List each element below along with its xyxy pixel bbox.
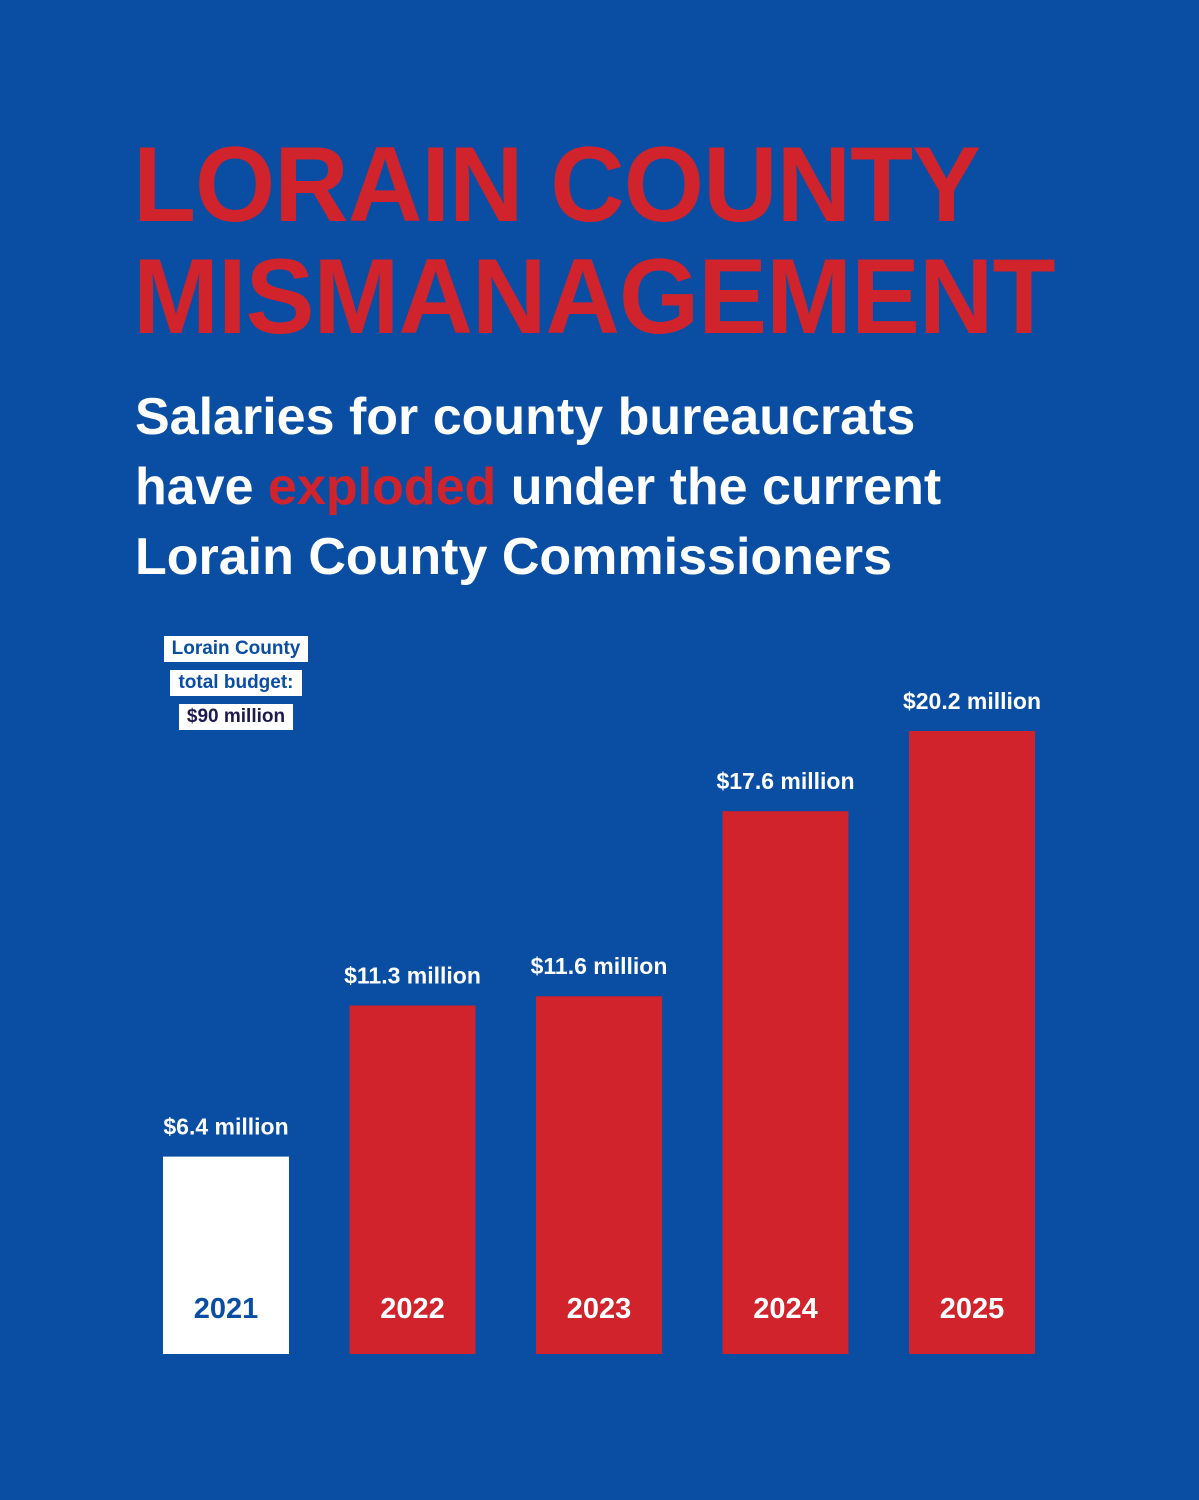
category-label-2024: 2024 xyxy=(753,1293,818,1325)
headline-line-2: MISMANAGEMENT xyxy=(133,236,1055,356)
budget-note: Lorain County total budget: $90 million xyxy=(153,636,319,738)
bar-2021 xyxy=(163,1156,289,1354)
budget-note-amount: $90 million xyxy=(178,704,294,730)
bar-2024 xyxy=(722,811,849,1354)
subheadline-line-1: Salaries for county bureaucrats xyxy=(135,388,916,446)
headline: LORAIN COUNTY MISMANAGEMENT xyxy=(133,128,1093,352)
category-label-2021: 2021 xyxy=(194,1293,259,1325)
category-label-2025: 2025 xyxy=(940,1293,1005,1325)
value-label-2023: $11.6 million xyxy=(531,953,668,979)
value-label-2021: $6.4 million xyxy=(163,1114,288,1140)
value-label-2024: $17.6 million xyxy=(716,768,854,794)
bar-2023 xyxy=(536,996,662,1354)
subheadline-highlight: exploded xyxy=(267,458,497,516)
subheadline: Salaries for county bureaucrats have exp… xyxy=(135,382,1115,592)
value-label-2022: $11.3 million xyxy=(344,962,481,988)
headline-line-1: LORAIN COUNTY xyxy=(133,124,981,244)
budget-note-line-2: total budget: xyxy=(170,670,302,696)
category-label-2022: 2022 xyxy=(380,1293,445,1325)
category-label-2023: 2023 xyxy=(567,1293,632,1325)
value-label-2025: $20.2 million xyxy=(903,688,1041,714)
bar-2025 xyxy=(909,731,1035,1354)
subheadline-line-3: Lorain County Commissioners xyxy=(135,528,892,586)
budget-note-line-1: Lorain County xyxy=(163,636,309,662)
bar-2022 xyxy=(349,1005,476,1354)
subheadline-line-2-end: under the current xyxy=(496,458,942,516)
subheadline-line-2-start: have xyxy=(135,458,268,516)
